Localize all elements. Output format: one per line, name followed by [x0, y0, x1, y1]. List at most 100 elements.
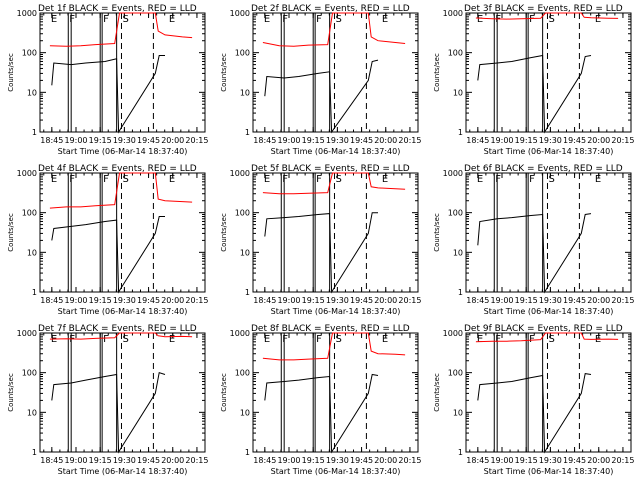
event-marker-label: E [477, 14, 483, 25]
events-series-line [264, 59, 379, 134]
y-axis-label: Counts/sec [220, 53, 228, 92]
x-tick-label: 19:45 [350, 296, 373, 305]
event-marker-label: E [264, 334, 270, 345]
y-tick-label: 100 [235, 369, 250, 378]
lld-series-line [262, 332, 406, 361]
x-tick-label: 19:30 [326, 456, 349, 465]
event-marker-label: S [122, 334, 128, 345]
y-tick-label: 10 [27, 408, 37, 417]
x-tick-label: 19:45 [350, 456, 373, 465]
y-axis-label: Counts/sec [433, 53, 441, 92]
x-axis-label: Start Time (06-Mar-14 18:37:40) [58, 307, 188, 316]
y-tick-label: 100 [448, 209, 463, 218]
x-tick-label: 19:45 [563, 456, 586, 465]
event-marker-label: E [169, 14, 175, 25]
event-marker-label: F [282, 174, 288, 185]
panel-3: Det 3f BLACK = Events, RED = LLD 1 10 100 10… [433, 4, 634, 156]
plot-frame [252, 12, 419, 133]
y-tick-label: 1 [458, 128, 463, 137]
panel-title: Det 3f BLACK = Events, RED = LLD [464, 4, 623, 14]
x-tick-label: 19:45 [137, 456, 160, 465]
panel-title: Det 8f BLACK = Events, RED = LLD [251, 324, 410, 334]
event-marker-label: E [595, 174, 601, 185]
x-axis-label: Start Time (06-Mar-14 18:37:40) [484, 307, 614, 316]
x-axis-label: Start Time (06-Mar-14 18:37:40) [58, 467, 188, 476]
x-tick-label: 19:15 [515, 456, 538, 465]
y-tick-label: 1000 [443, 169, 463, 178]
y-tick-label: 10 [453, 88, 463, 97]
event-marker-label: F [103, 14, 109, 25]
x-tick-label: 18:45 [466, 136, 489, 145]
x-tick-label: 20:00 [374, 136, 397, 145]
x-tick-label: 18:45 [466, 456, 489, 465]
panel-4: Det 4f BLACK = Events, RED = LLD 1 10 100 10… [7, 164, 208, 316]
y-tick-label: 1000 [443, 9, 463, 18]
plot-frame [465, 332, 632, 453]
x-tick-label: 19:00 [64, 136, 87, 145]
x-tick-label: 19:00 [277, 136, 300, 145]
event-marker-label: S [548, 14, 554, 25]
x-axis-label: Start Time (06-Mar-14 18:37:40) [484, 147, 614, 156]
x-tick-label: 19:15 [89, 296, 112, 305]
x-tick-label: 19:30 [113, 456, 136, 465]
events-series-line [51, 372, 166, 454]
lld-series-line [475, 12, 619, 20]
y-tick-label: 1000 [17, 9, 37, 18]
event-marker-label: S [548, 174, 554, 185]
x-tick-label: 20:15 [185, 296, 208, 305]
y-tick-label: 100 [448, 49, 463, 58]
x-axis-label: Start Time (06-Mar-14 18:37:40) [58, 147, 188, 156]
x-tick-label: 19:15 [515, 136, 538, 145]
plot-frame [465, 12, 632, 133]
x-tick-label: 20:00 [161, 456, 184, 465]
event-marker-label: E [595, 14, 601, 25]
x-tick-label: 20:00 [587, 296, 610, 305]
y-tick-label: 1 [245, 128, 250, 137]
panel-title: Det 4f BLACK = Events, RED = LLD [38, 164, 197, 174]
event-marker-label: S [335, 334, 341, 345]
event-marker-label: F [316, 174, 322, 185]
event-marker-label: S [122, 14, 128, 25]
event-marker-label: E [264, 14, 270, 25]
event-marker-label: F [316, 14, 322, 25]
y-tick-label: 1000 [230, 329, 250, 338]
event-marker-label: E [51, 334, 57, 345]
event-marker-label: E [382, 334, 388, 345]
x-tick-label: 18:45 [40, 456, 63, 465]
event-marker-label: F [282, 334, 288, 345]
y-tick-label: 100 [22, 49, 37, 58]
x-tick-label: 19:15 [89, 136, 112, 145]
event-marker-label: S [548, 334, 554, 345]
x-tick-label: 19:15 [89, 456, 112, 465]
event-marker-label: F [529, 334, 535, 345]
x-tick-label: 20:00 [587, 136, 610, 145]
x-tick-label: 19:30 [326, 136, 349, 145]
event-marker-label: E [169, 174, 175, 185]
y-tick-label: 1000 [230, 169, 250, 178]
y-tick-label: 1 [32, 448, 37, 457]
x-tick-label: 18:45 [40, 296, 63, 305]
y-axis-label: Counts/sec [7, 213, 15, 252]
event-marker-label: F [495, 14, 501, 25]
plot-frame [39, 172, 206, 293]
x-tick-label: 20:00 [161, 136, 184, 145]
panel-9: Det 9f BLACK = Events, RED = LLD 1 10 100 10… [433, 324, 634, 476]
lld-series-line [49, 12, 193, 47]
y-tick-label: 10 [453, 408, 463, 417]
x-tick-label: 19:00 [490, 296, 513, 305]
lld-series-line [49, 332, 193, 340]
y-axis-label: Counts/sec [7, 373, 15, 412]
x-tick-label: 19:45 [563, 136, 586, 145]
panel-title: Det 9f BLACK = Events, RED = LLD [464, 324, 623, 334]
event-marker-label: E [477, 334, 483, 345]
event-marker-label: E [51, 174, 57, 185]
y-axis-label: Counts/sec [7, 53, 15, 92]
y-tick-label: 1 [245, 448, 250, 457]
x-tick-label: 18:45 [466, 296, 489, 305]
event-marker-label: E [382, 14, 388, 25]
x-tick-label: 19:00 [64, 296, 87, 305]
x-tick-label: 19:30 [113, 296, 136, 305]
x-tick-label: 19:30 [539, 456, 562, 465]
x-tick-label: 20:00 [161, 296, 184, 305]
panel-1: Det 1f BLACK = Events, RED = LLD 1 10 100 10… [7, 4, 208, 156]
